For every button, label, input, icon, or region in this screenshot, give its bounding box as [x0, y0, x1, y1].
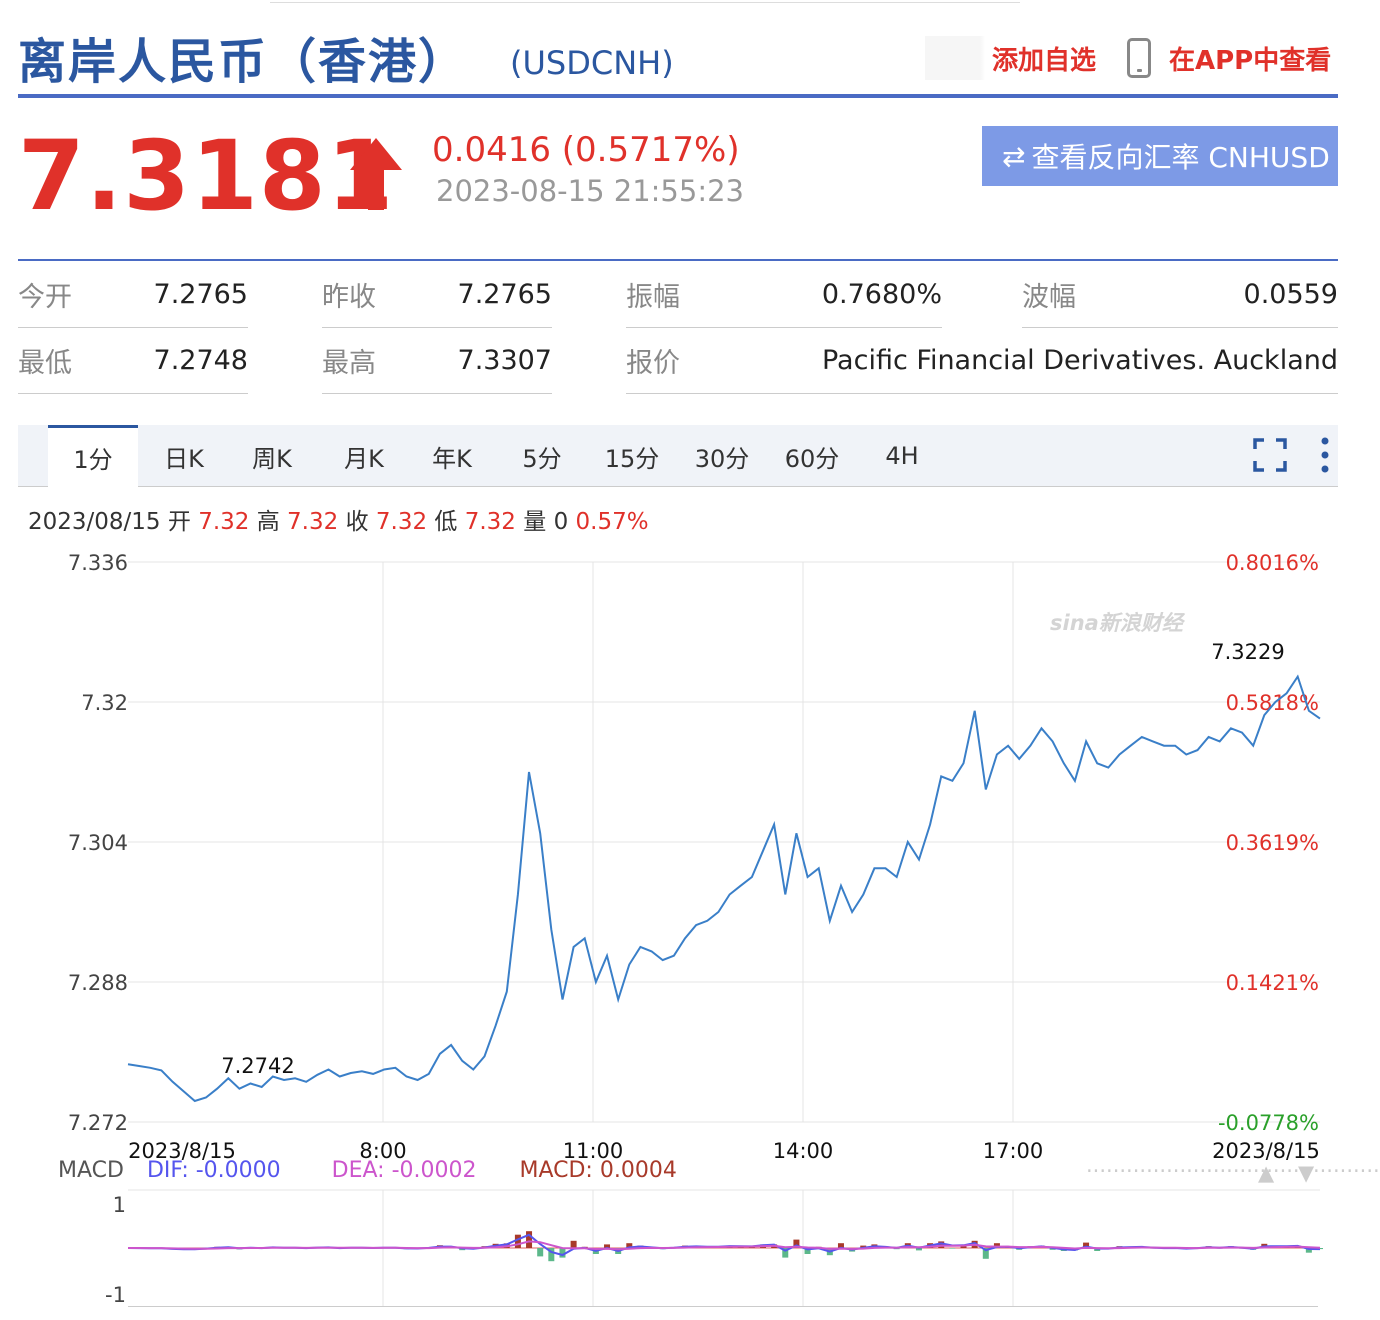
page-title: 离岸人民币（香港）	[18, 34, 469, 90]
macd-bar	[1305, 1248, 1312, 1253]
header-divider	[18, 94, 1338, 98]
pct-tick-label: 0.3619%	[1226, 831, 1319, 855]
macd-bar	[1083, 1242, 1090, 1248]
tab-4h[interactable]: 4H	[885, 442, 919, 470]
tab-1min[interactable]: 1分	[48, 425, 138, 487]
y-tick-label: 7.32	[81, 691, 128, 715]
max-label: 7.3229	[1211, 640, 1284, 664]
macd-top-label: 1	[113, 1193, 126, 1217]
macd-dea-line	[128, 1240, 1321, 1251]
macd-dif-line	[127, 1233, 1321, 1257]
phone-icon	[1127, 38, 1151, 78]
view-in-app-button[interactable]: 在APP中查看	[1127, 36, 1331, 80]
tab-15min[interactable]: 15分	[604, 444, 660, 473]
macd-bar	[938, 1241, 945, 1248]
ohlc-info-bar: 2023/08/15 开 7.32 高 7.32 收 7.32 低 7.32 量…	[28, 509, 649, 535]
pct-tick-label: 0.8016%	[1226, 551, 1319, 575]
macd-bar	[626, 1243, 633, 1248]
view-in-app-label: 在APP中查看	[1169, 45, 1332, 76]
add-favorite-button[interactable]: 添加自选	[925, 36, 1100, 80]
y-tick-label: 7.336	[68, 551, 128, 575]
tab-30min[interactable]: 30分	[694, 444, 750, 473]
chart-range-scrollbar[interactable]	[128, 1306, 1318, 1320]
macd-bar	[570, 1240, 577, 1248]
stat-prev-close: 昨收 7.2765	[322, 262, 552, 328]
top-border	[270, 0, 1020, 3]
macd-dif: DIF: -0.0000	[146, 1158, 281, 1183]
macd-bar	[993, 1243, 1000, 1248]
tab-5min[interactable]: 5分	[522, 444, 562, 473]
chart-period-tabs: 1分 日K 周K 月K 年K 5分 15分 30分 60分 4H	[18, 425, 1338, 487]
x-tick-label: 8:00	[359, 1139, 406, 1163]
min-label: 7.2742	[221, 1054, 294, 1078]
x-tick-label: 11:00	[563, 1139, 624, 1163]
stat-amplitude: 振幅 0.7680%	[626, 262, 942, 328]
stat-range: 波幅 0.0559	[1022, 262, 1338, 328]
y-tick-label: 7.288	[68, 971, 128, 995]
reverse-rate-label: 查看反向汇率 CNHUSD	[1031, 141, 1330, 174]
pct-tick-label: 0.1421%	[1226, 971, 1319, 995]
y-tick-label: 7.304	[68, 831, 128, 855]
quote-timestamp: 2023-08-15 21:55:23	[436, 174, 744, 208]
x-tick-label: 14:00	[773, 1139, 834, 1163]
macd-up-icon: ▲	[1258, 1161, 1275, 1185]
macd-bar	[537, 1248, 544, 1257]
macd-bar	[548, 1248, 555, 1262]
stat-quote-source: 报价 Pacific Financial Derivatives. Aucklan…	[626, 328, 1338, 394]
macd-bar	[982, 1248, 989, 1259]
symbol-code: (USDCNH)	[510, 44, 674, 82]
current-price: 7.3181	[18, 120, 395, 232]
tab-60min[interactable]: 60分	[784, 444, 840, 473]
macd-bar	[604, 1244, 611, 1248]
macd-down-icon: ▼	[1298, 1161, 1315, 1185]
sina-watermark: sina新浪财经	[1050, 611, 1186, 635]
x-tick-label: 2023/8/15	[128, 1139, 236, 1163]
tab-daily-k[interactable]: 日K	[164, 444, 204, 473]
macd-legend: MACD DIF: -0.0000 DEA: -0.0002 MACD: 0.0…	[58, 1158, 677, 1183]
macd-bar	[949, 1248, 956, 1249]
price-chart[interactable]: 7.336 7.32 7.304 7.288 7.272 0.8016% 0.5818% 0.…	[0, 540, 1380, 1320]
tab-weekly-k[interactable]: 周K	[252, 444, 292, 473]
price-line	[127, 674, 1321, 1103]
pct-tick-label: 0.5818%	[1226, 691, 1319, 715]
tab-yearly-k[interactable]: 年K	[432, 444, 472, 473]
x-tick-label: 17:00	[983, 1139, 1044, 1163]
macd-bar	[514, 1234, 521, 1248]
reverse-rate-button[interactable]: ⇄ 查看反向汇率 CNHUSD	[982, 126, 1338, 186]
swap-icon: ⇄	[1002, 139, 1026, 173]
macd-bar	[915, 1248, 922, 1251]
x-tick-label: 2023/8/15	[1212, 1139, 1320, 1163]
macd-dotted-line: ········································…	[1086, 1159, 1380, 1183]
stats-divider	[18, 259, 1338, 261]
macd-bar	[793, 1239, 800, 1248]
fullscreen-icon[interactable]	[1253, 438, 1287, 472]
pct-tick-label: -0.0778%	[1218, 1111, 1319, 1135]
macd-bar	[837, 1243, 844, 1248]
stat-high: 最高 7.3307	[322, 328, 552, 394]
macd-bar	[559, 1248, 566, 1258]
stat-low: 最低 7.2748	[18, 328, 248, 394]
y-tick-label: 7.272	[68, 1111, 128, 1135]
price-change: 0.0416 (0.5717%)	[432, 130, 740, 170]
tab-monthly-k[interactable]: 月K	[344, 444, 384, 473]
macd-bar	[526, 1231, 533, 1248]
stat-open: 今开 7.2765	[18, 262, 248, 328]
macd-dea: DEA: -0.0002	[331, 1158, 477, 1183]
up-arrow-icon	[350, 138, 402, 210]
macd-bar	[782, 1248, 789, 1258]
macd-bottom-label: -1	[105, 1283, 126, 1307]
macd-value: MACD: 0.0004	[519, 1158, 677, 1183]
more-options-icon[interactable]	[1320, 437, 1330, 473]
macd-bar	[960, 1245, 967, 1248]
macd-bar	[804, 1248, 811, 1254]
